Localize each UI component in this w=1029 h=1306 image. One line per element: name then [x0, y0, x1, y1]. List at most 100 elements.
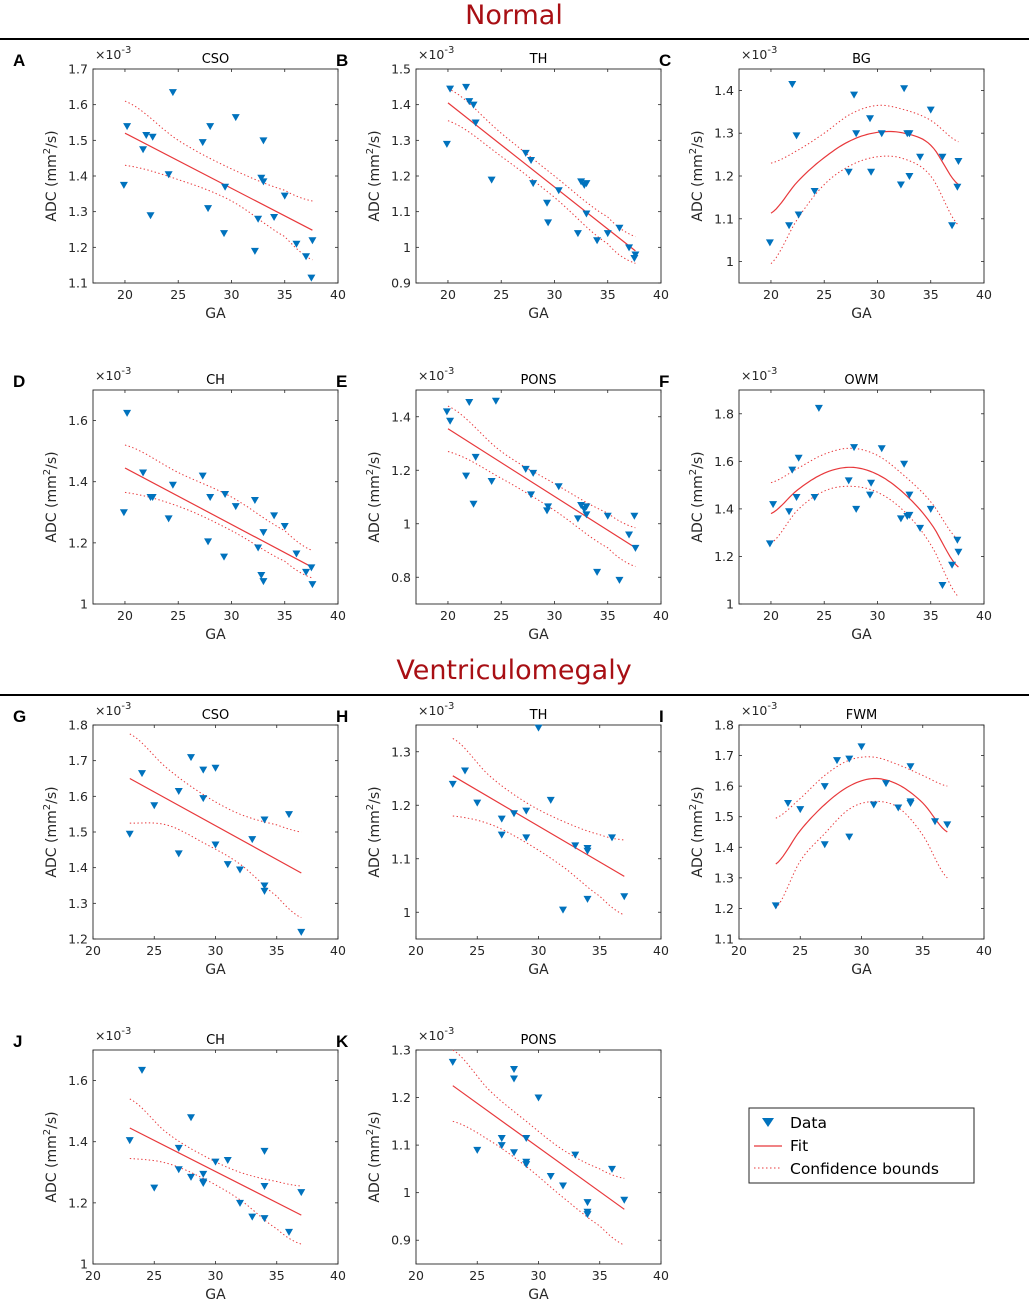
lower-confidence-bound — [770, 485, 959, 598]
x-axis-label: GA — [528, 1287, 549, 1303]
x-tick-label: 35 — [269, 943, 285, 958]
data-point — [625, 531, 634, 539]
x-tick-label: 35 — [592, 1268, 608, 1283]
data-point — [270, 512, 279, 520]
data-point — [765, 540, 774, 548]
data-point — [916, 524, 925, 532]
data-point — [869, 801, 878, 809]
panel-c: C BG 20 25 30 35 40 1 1.1 1.2 1.3 1.4 ×10-3 GA ADC (mm… — [659, 45, 992, 322]
x-tick-label: 40 — [653, 608, 669, 623]
y-tick-label: 1.8 — [714, 718, 734, 733]
y-multiplier: ×10-3 — [95, 701, 131, 718]
x-axis-label: GA — [205, 962, 226, 978]
data-point — [139, 146, 148, 154]
data-point — [199, 795, 208, 803]
data-point — [894, 804, 903, 812]
x-tick-label: 40 — [653, 943, 669, 958]
y-multiplier-exponent: -3 — [121, 701, 131, 712]
y-multiplier-exponent: -3 — [121, 45, 131, 56]
data-point — [954, 158, 963, 166]
x-tick-label: 35 — [923, 608, 939, 623]
y-multiplier-exponent: -3 — [444, 45, 454, 56]
data-point — [522, 1134, 531, 1142]
data-point — [896, 515, 905, 523]
data-point — [259, 178, 268, 186]
x-tick-label: 40 — [653, 287, 669, 302]
data-point — [522, 834, 531, 842]
y-tick-label: 1.7 — [68, 62, 88, 77]
data-point — [810, 494, 819, 501]
data-point — [603, 230, 612, 238]
y-tick-label: 1.1 — [391, 204, 411, 219]
data-point — [471, 453, 480, 461]
data-point — [765, 239, 774, 247]
data-point — [630, 512, 639, 520]
fit-line — [129, 1127, 302, 1216]
data-point — [608, 834, 616, 842]
data-point — [845, 833, 854, 841]
fit-line — [770, 466, 959, 568]
x-tick-label: 25 — [493, 287, 509, 302]
data-point — [900, 85, 909, 93]
data-point — [527, 491, 536, 499]
panel-title: TH — [529, 708, 548, 723]
y-axis-label-prefix: ADC (mm — [367, 475, 383, 542]
data-point — [465, 98, 474, 106]
lower-confidence-bound — [447, 451, 636, 567]
data-point — [292, 240, 301, 248]
legend-bounds-label: Confidence bounds — [790, 1160, 939, 1178]
fit-line — [124, 467, 313, 568]
y-tick-label: 1 — [403, 516, 411, 531]
data-point — [297, 1189, 306, 1197]
y-tick-label: 1.3 — [68, 204, 88, 219]
x-tick-label: 25 — [493, 608, 509, 623]
panel-f: F OWM 20 25 30 35 40 1 1.2 1.4 1.6 1.8 ×10-3 GA ADC (m… — [659, 366, 992, 643]
data-point — [583, 1199, 592, 1207]
y-axis-label-suffix: /s) — [44, 786, 60, 803]
x-tick-label: 25 — [816, 608, 832, 623]
y-axis-label-prefix: ADC (mm — [44, 475, 60, 542]
data-point — [906, 799, 915, 807]
x-axis-label: GA — [528, 962, 549, 978]
y-tick-label: 1.5 — [68, 133, 88, 148]
panel-title: BG — [852, 52, 871, 67]
x-tick-label: 35 — [923, 287, 939, 302]
panel-letter: A — [13, 51, 25, 70]
data-point — [510, 1075, 518, 1083]
data-point — [257, 571, 266, 579]
data-point — [139, 469, 148, 477]
data-point — [850, 444, 859, 452]
x-tick-label: 30 — [531, 1268, 547, 1283]
data-point — [796, 806, 805, 814]
data-point — [625, 244, 634, 252]
data-point — [953, 536, 962, 544]
data-point — [926, 106, 935, 114]
panel-letter: D — [13, 372, 25, 391]
x-tick-label: 20 — [440, 287, 456, 302]
lower-confidence-bound — [452, 1120, 625, 1246]
data-point — [211, 841, 220, 849]
data-point — [123, 409, 132, 417]
data-point — [852, 505, 861, 513]
panel-title: OWM — [844, 373, 878, 388]
data-point — [206, 494, 215, 501]
x-tick-label: 30 — [870, 287, 886, 302]
data-point — [250, 247, 259, 255]
panel-letter: G — [13, 707, 26, 726]
fit-line — [770, 130, 959, 214]
data-point — [877, 445, 886, 453]
data-point — [142, 131, 151, 139]
y-tick-label: 1.4 — [714, 501, 734, 516]
data-point — [510, 810, 518, 818]
data-point — [254, 215, 263, 223]
x-tick-label: 20 — [408, 943, 424, 958]
data-point — [248, 836, 257, 844]
data-point — [497, 1142, 506, 1150]
y-multiplier-base: ×10 — [95, 47, 121, 62]
data-point — [497, 815, 506, 823]
y-axis-label-prefix: ADC (mm — [367, 810, 383, 877]
y-axis-label-prefix: ADC (mm — [367, 154, 383, 221]
fit-line — [447, 102, 636, 252]
y-tick-label: 0.9 — [391, 1233, 411, 1248]
data-point — [236, 866, 244, 874]
